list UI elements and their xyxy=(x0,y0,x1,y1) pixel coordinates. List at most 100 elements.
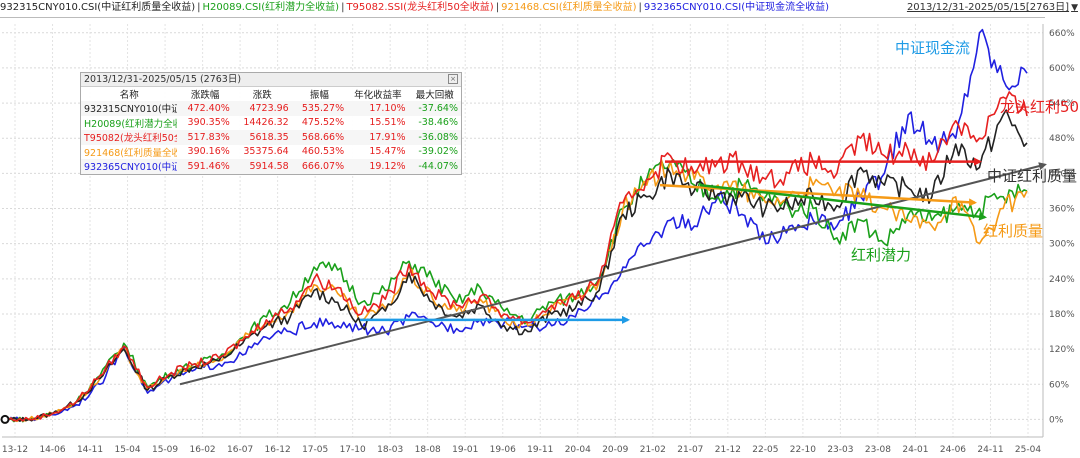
x-tick-label: 22-05 xyxy=(752,445,778,455)
annotation-cashflow: 中证现金流 xyxy=(895,39,971,57)
stats-column-header: 涨跌幅 xyxy=(190,90,220,101)
stats-value-cell: 568.66% xyxy=(291,130,348,145)
x-tick-label: 20-04 xyxy=(565,445,591,455)
annotation-potential: 红利潜力 xyxy=(851,246,912,264)
y-tick-label: 480% xyxy=(1049,134,1075,144)
series-line xyxy=(4,159,1028,423)
stats-column-header: 名称 xyxy=(119,90,139,101)
stats-value-cell: 390.16% xyxy=(187,146,230,158)
stats-value-cell: 475.52% xyxy=(301,117,345,129)
stats-value-cell: 591.46% xyxy=(177,159,233,174)
y-tick-label: 0% xyxy=(1049,415,1064,425)
stats-value-cell: 666.07% xyxy=(291,159,348,174)
x-tick-label: 16-12 xyxy=(265,445,291,455)
x-tick-label: 24-11 xyxy=(977,445,1003,455)
y-tick-label: 120% xyxy=(1049,345,1075,355)
trend-arrow xyxy=(699,183,987,221)
legend-separator: | xyxy=(638,2,642,13)
x-tick-label: 19-01 xyxy=(452,445,478,455)
legend-item[interactable]: 932365CNY010.CSI(中证现金流全收益) xyxy=(643,2,829,13)
stats-row[interactable]: H20089(红利潜力全收益) 390.35% 14426.32 475.52% 15.… xyxy=(81,116,461,131)
x-tick-label: 14-11 xyxy=(77,445,103,455)
origin-marker xyxy=(0,414,10,424)
x-tick-label: 24-06 xyxy=(940,445,966,455)
y-tick-label: 660% xyxy=(1049,29,1075,39)
stats-name-cell: 932365CNY010(中证现金流全收益) xyxy=(81,159,178,174)
stats-value-cell: 15.47% xyxy=(369,146,406,158)
x-tick-label: 18-03 xyxy=(377,445,403,455)
stats-value-cell: 390.35% xyxy=(187,117,230,129)
y-tick-label: 60% xyxy=(1049,380,1069,390)
stats-panel[interactable]: 2013/12/31-2025/05/15 (2763日) × 名称 涨跌幅 涨跌 振… xyxy=(80,72,462,175)
legend-item[interactable]: 921468.CSI(红利质量全收益) xyxy=(501,2,637,13)
y-tick-label: 300% xyxy=(1049,240,1075,250)
stats-name-cell: 932315CNY010(中证红利质量全收益) xyxy=(81,101,178,116)
x-tick-label: 13-12 xyxy=(2,445,28,455)
stats-name-cell: T95082(龙头红利50全收益) xyxy=(81,130,178,145)
stats-value-cell: -39.02% xyxy=(418,146,458,158)
x-tick-label: 17-10 xyxy=(340,445,366,455)
x-tick-label: 18-08 xyxy=(415,445,441,455)
stats-table: 名称 涨跌幅 涨跌 振幅 年化收益率 最大回撤 932315CNY010(中证红利质量全收… xyxy=(81,87,461,174)
stats-column-header: 振幅 xyxy=(309,90,329,101)
y-tick-label: 240% xyxy=(1049,275,1075,285)
chart-frame xyxy=(0,17,1045,438)
stats-name-cell: 921468(红利质量全收益) xyxy=(84,147,178,159)
x-tick-label: 16-02 xyxy=(190,445,216,455)
stats-value-cell: -38.46% xyxy=(418,117,458,129)
x-tick-label: 25-04 xyxy=(1015,445,1041,455)
annotation-leader50: 龙头红利50 xyxy=(1000,98,1080,116)
stats-column-header: 年化收益率 xyxy=(354,90,402,101)
x-tick-label: 23-08 xyxy=(865,445,891,455)
stats-panel-title: 2013/12/31-2025/05/15 (2763日) xyxy=(84,74,242,85)
stats-value-cell: 460.53% xyxy=(301,146,345,158)
legend-separator: | xyxy=(197,2,201,13)
stats-row[interactable]: 932315CNY010(中证红利质量全收益)472.40%4723.96535… xyxy=(81,101,461,116)
series-line xyxy=(4,109,1028,423)
legend-item[interactable]: 932315CNY010.CSI(中证红利质量全收益) xyxy=(0,2,196,13)
legend-item[interactable]: H20089.CSI(红利潜力全收益) xyxy=(202,2,340,13)
x-tick-label: 21-12 xyxy=(715,445,741,455)
stats-value-cell: 5914.58 xyxy=(232,159,292,174)
x-tick-label: 20-09 xyxy=(602,445,628,455)
x-tick-label: 15-09 xyxy=(152,445,178,455)
close-icon[interactable]: × xyxy=(448,74,458,84)
stats-value-cell: 4723.96 xyxy=(232,101,292,116)
stats-row[interactable]: 932365CNY010(中证现金流全收益)591.46%5914.58666.… xyxy=(81,159,461,174)
chevron-down-icon[interactable]: ▼ xyxy=(1071,3,1078,13)
legend-item[interactable]: T95082.SSI(龙头红利50全收益) xyxy=(346,2,494,13)
x-tick-label: 15-04 xyxy=(114,445,140,455)
stats-value-cell: -36.08% xyxy=(408,130,461,145)
y-tick-label: 540% xyxy=(1049,99,1075,109)
trend-arrow xyxy=(179,162,1047,386)
y-tick-label: 360% xyxy=(1049,205,1075,215)
stats-name-cell: H20089(红利潜力全收益) xyxy=(84,118,178,130)
stats-value-cell: 517.83% xyxy=(177,130,233,145)
x-tick-label: 21-07 xyxy=(677,445,703,455)
x-tick-label: 14-06 xyxy=(39,445,65,455)
y-tick-label: 420% xyxy=(1049,169,1075,179)
stats-value-cell: 472.40% xyxy=(177,101,233,116)
stats-row[interactable]: T95082(龙头红利50全收益)517.83%5618.35568.66%17… xyxy=(81,130,461,145)
stats-value-cell: 14426.32 xyxy=(243,117,289,129)
date-range-selector[interactable]: 2013/12/31-2025/05/15[2763日] ▼ xyxy=(906,0,1078,16)
date-range-label: 2013/12/31-2025/05/15[2763日] xyxy=(906,2,1070,13)
x-tick-label: 17-05 xyxy=(302,445,328,455)
stats-value-cell: 35375.64 xyxy=(243,146,289,158)
stats-column-header: 涨跌 xyxy=(252,90,272,101)
legend-separator: | xyxy=(341,2,345,13)
x-tick-label: 19-11 xyxy=(527,445,553,455)
stats-value-cell: -37.64% xyxy=(408,101,461,116)
stats-value-cell: 535.27% xyxy=(291,101,348,116)
x-tick-label: 21-02 xyxy=(640,445,666,455)
stats-value-cell: 5618.35 xyxy=(232,130,292,145)
annotation-csi-quality: 中证红利质量 xyxy=(987,167,1078,185)
trend-arrow xyxy=(659,183,977,207)
x-tick-label: 16-07 xyxy=(227,445,253,455)
stats-row[interactable]: 921468(红利质量全收益) 390.16% 35375.64 460.53% 15.… xyxy=(81,145,461,160)
stats-value-cell: 15.51% xyxy=(369,117,406,129)
series-line xyxy=(4,159,1028,423)
y-tick-label: 600% xyxy=(1049,64,1075,74)
stats-column-header: 最大回撤 xyxy=(415,90,454,101)
